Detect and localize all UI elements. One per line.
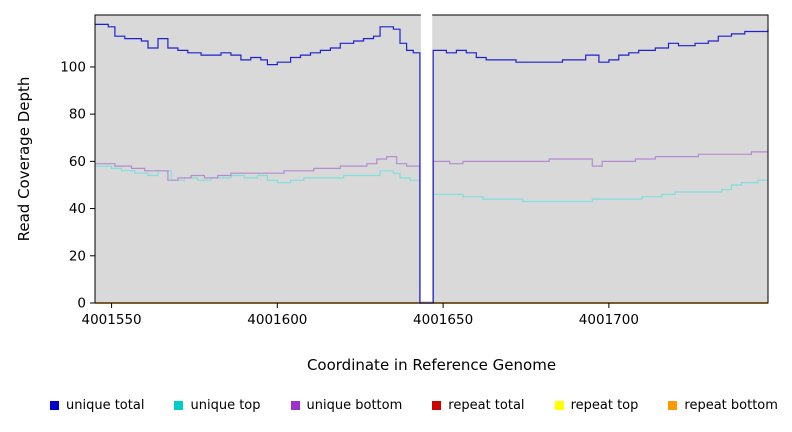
y-axis-title: Read Coverage Depth (15, 76, 33, 242)
coverage-gap-band (420, 13, 433, 301)
x-tick-label: 4001650 (413, 312, 473, 328)
legend-swatch-repeat-bottom (668, 401, 678, 410)
legend-label: repeat top (570, 398, 639, 413)
y-tick-label: 0 (77, 296, 86, 312)
legend-item-repeat-bottom: repeat bottom (668, 398, 778, 413)
legend-item-repeat-top: repeat top (554, 398, 639, 413)
legend-swatch-repeat-top (554, 401, 564, 410)
x-tick-label: 4001550 (82, 312, 142, 328)
legend-item-repeat-total: repeat total (432, 398, 525, 413)
series-line-unique-top (95, 165, 768, 304)
y-tick-label: 80 (69, 107, 86, 123)
legend-swatch-unique-top (174, 401, 184, 410)
chart-legend: unique total unique top unique bottom repea… (0, 398, 792, 413)
legend-swatch-repeat-total (432, 401, 442, 410)
y-tick-label: 40 (69, 201, 86, 217)
series-line-unique-total (95, 23, 769, 304)
legend-item-unique-bottom: unique bottom (290, 398, 403, 413)
legend-label: unique total (66, 398, 145, 413)
series-line-unique-bottom (95, 151, 768, 304)
y-tick-label: 20 (69, 248, 86, 264)
coverage-plot: 4001550 4001600 4001650 4001700 0 20 40 60 80 100 (60, 13, 769, 328)
legend-label: repeat bottom (684, 398, 778, 413)
x-tick-label: 4001700 (579, 312, 639, 328)
legend-label: repeat total (448, 398, 525, 413)
legend-label: unique bottom (306, 398, 403, 413)
legend-item-unique-total: unique total (50, 398, 144, 413)
y-tick-label: 60 (69, 154, 86, 170)
x-tick-label: 4001600 (247, 312, 307, 328)
legend-item-unique-top: unique top (174, 398, 261, 413)
legend-label: unique top (190, 398, 261, 413)
legend-swatch-unique-bottom (290, 401, 300, 410)
legend-swatch-unique-total (50, 401, 59, 410)
x-axis-title: Coordinate in Reference Genome (306, 356, 557, 374)
y-tick-label: 100 (60, 59, 86, 75)
